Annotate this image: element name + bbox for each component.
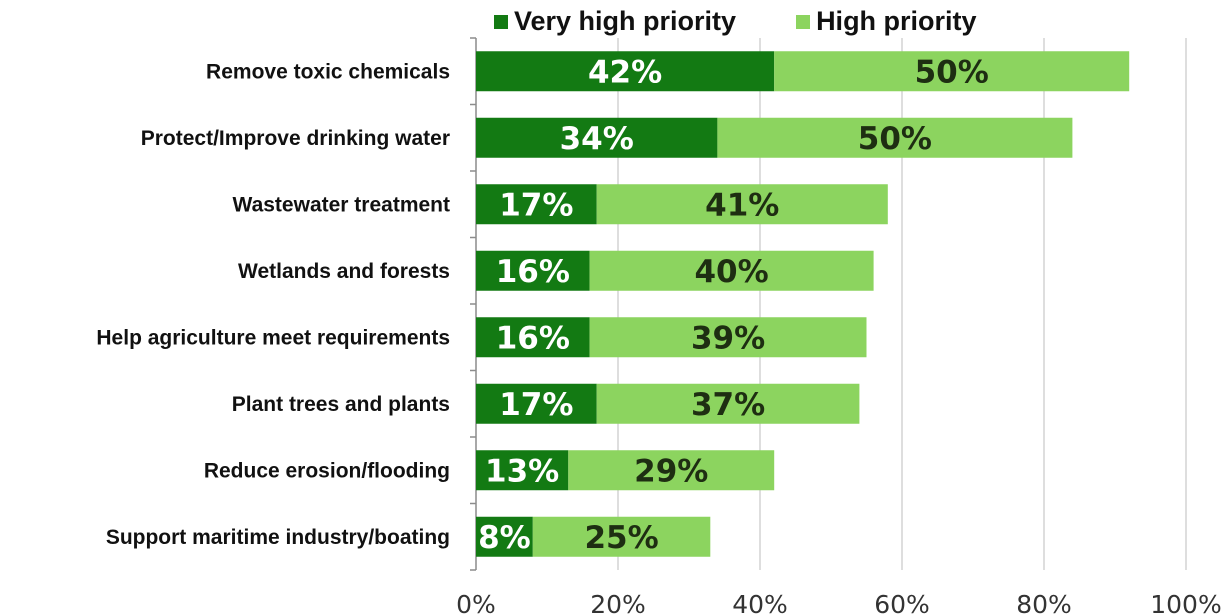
category-label: Wetlands and forests (238, 260, 450, 283)
legend-item-very-high: Very high priority (494, 6, 736, 37)
data-label: 50% (858, 121, 932, 157)
data-label: 42% (588, 54, 662, 90)
category-label: Help agriculture meet requirements (96, 326, 450, 349)
data-label: 25% (584, 520, 658, 556)
data-label: 16% (496, 320, 570, 356)
bar-segment (532, 516, 711, 557)
bar-segment (476, 516, 533, 557)
legend-swatch-high (796, 14, 811, 29)
data-label: 37% (691, 387, 765, 423)
x-tick-label: 60% (874, 590, 930, 616)
category-label: Reduce erosion/flooding (204, 459, 450, 482)
bar-segment (589, 317, 867, 358)
legend-item-high: High priority (796, 6, 977, 37)
category-label: Protect/Improve drinking water (141, 127, 450, 150)
data-label: 17% (499, 187, 573, 223)
category-label: Wastewater treatment (233, 193, 450, 216)
x-tick-label: 80% (1016, 590, 1072, 616)
bar-segment (476, 450, 569, 491)
data-label: 16% (496, 254, 570, 290)
data-label: 39% (691, 320, 765, 356)
bar-segment (476, 184, 597, 225)
bar-segment (568, 450, 775, 491)
bar-segment (717, 117, 1073, 158)
legend-label-high: High priority (816, 6, 977, 36)
data-label: 17% (499, 387, 573, 423)
bar-segment (774, 51, 1130, 92)
data-label: 13% (485, 453, 559, 489)
bar-segment (596, 383, 860, 424)
data-label: 40% (694, 254, 768, 290)
bar-segment (596, 184, 888, 225)
category-label: Support maritime industry/boating (106, 526, 450, 549)
x-tick-label: 20% (590, 590, 646, 616)
legend-swatch-very-high (494, 14, 508, 29)
data-label: 50% (915, 54, 989, 90)
x-tick-label: 100% (1150, 590, 1221, 616)
x-tick-label: 0% (456, 590, 496, 616)
bar-segment (589, 250, 874, 291)
bar-segment (476, 117, 718, 158)
legend: Very high priority High priority (494, 6, 1037, 37)
bar-segment (476, 250, 590, 291)
x-tick-label: 40% (732, 590, 788, 616)
bar-segment (476, 317, 590, 358)
bar-segment (476, 51, 775, 92)
data-label: 34% (560, 121, 634, 157)
legend-label-very-high: Very high priority (514, 6, 737, 36)
data-label: 41% (705, 187, 779, 223)
bar-segment (476, 383, 597, 424)
data-label: 8% (478, 520, 531, 556)
category-label: Plant trees and plants (232, 393, 450, 416)
category-label: Remove toxic chemicals (206, 60, 450, 83)
data-label: 29% (634, 453, 708, 489)
